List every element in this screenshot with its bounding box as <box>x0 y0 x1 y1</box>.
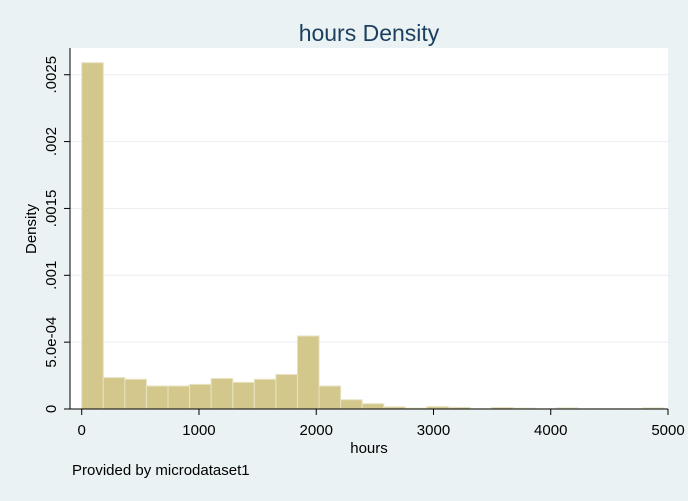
x-tick-label-1: 1000 <box>182 422 215 439</box>
x-tick-label-0: 0 <box>78 422 86 439</box>
histogram-bar-1 <box>102 377 126 410</box>
x-tick-label-5: 5000 <box>651 422 684 439</box>
histogram-bar-9 <box>275 374 298 410</box>
y-tick-label-1: 5.0e-04 <box>43 317 60 368</box>
gridlines <box>70 74 668 343</box>
axes <box>69 48 668 410</box>
source-note: Provided by microdataset1 <box>72 462 250 479</box>
histogram-bar-11 <box>318 385 342 410</box>
y-tick-label-0: 0 <box>43 405 60 413</box>
histogram-bar-12 <box>340 399 363 410</box>
histogram-bar-7 <box>232 381 255 410</box>
histogram-bar-4 <box>167 385 191 410</box>
histogram-bar-13 <box>361 403 385 410</box>
histogram-bar-6 <box>210 378 234 410</box>
histogram-bar-3 <box>145 385 169 410</box>
y-axis-label: Density <box>23 203 40 254</box>
histogram-bar-2 <box>124 378 147 410</box>
histogram-bar-8 <box>253 378 277 410</box>
chart-title: hours Density <box>299 20 440 46</box>
y-tick-label-3: .0015 <box>43 190 60 228</box>
y-tick-label-4: .002 <box>43 127 60 156</box>
tick-labels: 0 1000 2000 3000 4000 5000 0 5.0e-04 .001 .0015 .0… <box>43 56 685 439</box>
histogram-bar-0 <box>81 62 104 410</box>
y-tick-label-5: .0025 <box>43 56 60 94</box>
x-tick-label-4: 4000 <box>534 422 567 439</box>
x-tick-label-3: 3000 <box>417 422 450 439</box>
x-tick-label-2: 2000 <box>300 422 333 439</box>
plot-area <box>70 48 668 409</box>
histogram-bar-10 <box>296 335 320 410</box>
x-axis-label: hours <box>350 440 388 457</box>
histogram-bar-5 <box>189 383 212 410</box>
y-tick-label-2: .001 <box>43 261 60 290</box>
